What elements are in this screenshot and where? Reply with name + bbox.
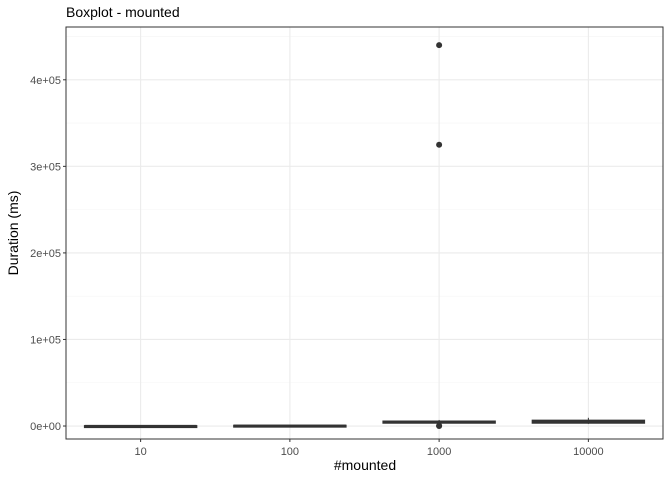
y-tick-label: 4e+05 — [30, 75, 61, 87]
x-axis-title: #mounted — [334, 457, 396, 473]
y-tick-label: 0e+00 — [30, 421, 61, 433]
boxes-layer — [83, 42, 646, 430]
outlier-point — [436, 42, 443, 49]
x-tick-label: 10000 — [573, 446, 604, 458]
y-tick-label: 3e+05 — [30, 161, 61, 173]
box-10000 — [531, 417, 646, 424]
x-tick-label: 100 — [281, 446, 299, 458]
panel-border — [65, 26, 664, 440]
outlier-point — [436, 141, 443, 148]
chart-title: Boxplot - mounted — [66, 4, 180, 20]
y-axis-title: Duration (ms) — [5, 191, 21, 276]
grid-lines — [66, 27, 663, 439]
y-axis: 0e+00 1e+05 2e+05 3e+05 4e+05 — [30, 75, 66, 433]
x-tick-label: 10 — [135, 446, 147, 458]
box-1000 — [382, 42, 496, 430]
y-tick-label: 1e+05 — [30, 334, 61, 346]
x-tick-label: 1000 — [427, 446, 451, 458]
box-100 — [233, 424, 347, 428]
outlier-point — [436, 422, 443, 429]
y-tick-label: 2e+05 — [30, 248, 61, 260]
box-10 — [83, 424, 198, 429]
x-axis: 10 100 1000 10000 — [135, 439, 604, 458]
